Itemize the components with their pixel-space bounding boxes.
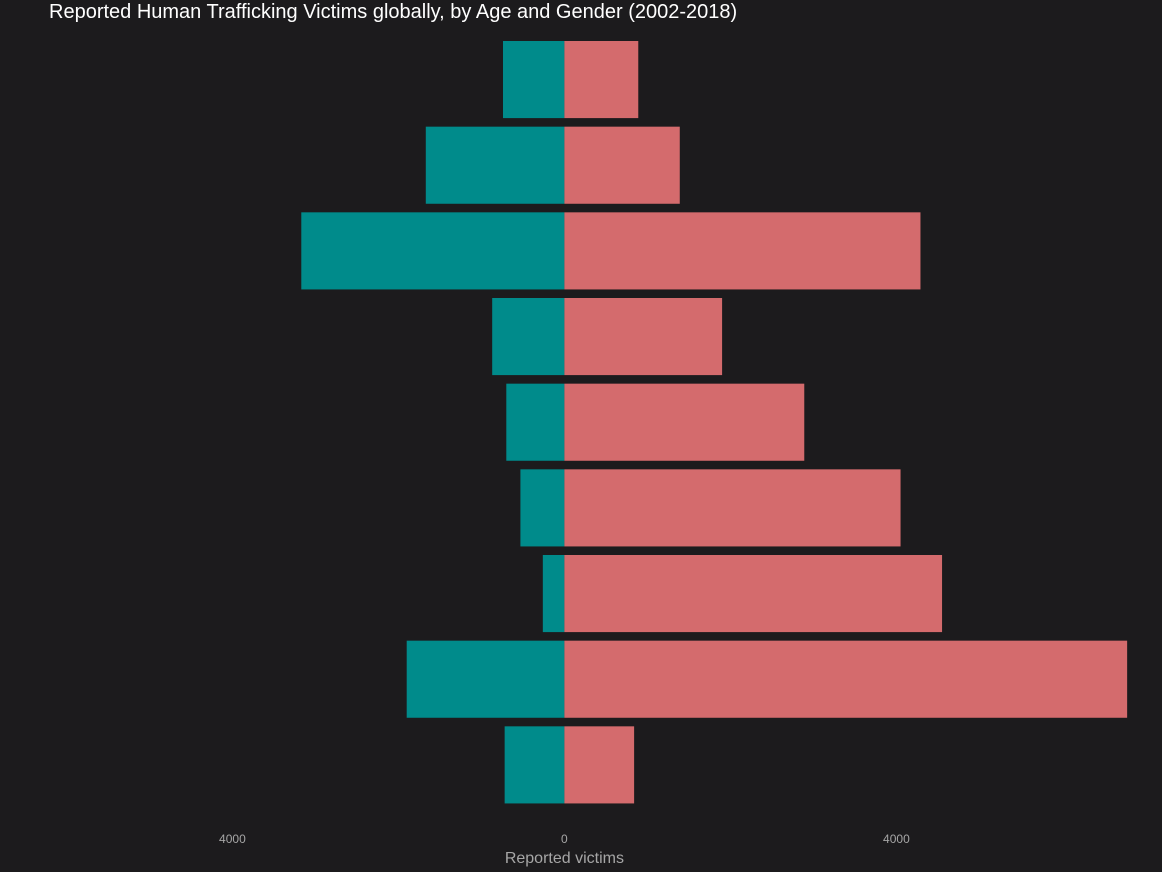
- bar-series-2-row-2: [564, 126, 680, 204]
- bar-series-2-row-5: [564, 383, 805, 461]
- bar-series-1-row-6: [520, 469, 565, 547]
- bars-layer: [301, 41, 1128, 804]
- bar-series-1-row-8: [406, 640, 565, 718]
- bar-series-1-row-7: [542, 555, 565, 633]
- bar-series-1-row-3: [301, 212, 565, 290]
- chart-title: Reported Human Trafficking Victims globa…: [49, 1, 738, 23]
- bar-series-2-row-6: [564, 469, 901, 547]
- x-tick-label-1: 4000: [219, 832, 246, 846]
- bar-series-2-row-1: [564, 41, 639, 119]
- bar-series-1-row-5: [506, 383, 565, 461]
- bar-series-1-row-1: [502, 41, 565, 119]
- bar-series-1-row-2: [425, 126, 565, 204]
- x-tick-label-3: 4000: [883, 832, 910, 846]
- bar-series-2-row-9: [564, 726, 635, 804]
- x-axis-ticks: 4000 0 4000: [219, 832, 910, 846]
- x-tick-label-2: 0: [561, 832, 568, 846]
- bar-series-1-row-4: [492, 298, 565, 376]
- bar-series-2-row-4: [564, 298, 723, 376]
- bar-series-2-row-7: [564, 555, 943, 633]
- bar-series-2-row-8: [564, 640, 1128, 718]
- x-axis-title: Reported victims: [505, 850, 624, 867]
- bar-series-2-row-3: [564, 212, 921, 290]
- bar-series-1-row-9: [504, 726, 565, 804]
